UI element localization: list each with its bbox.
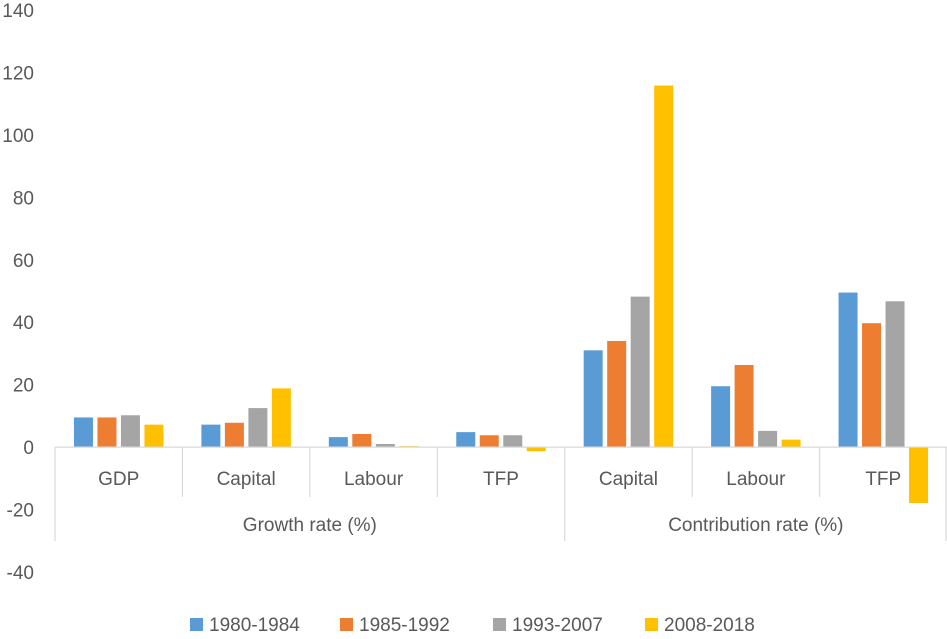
bar-2008-2018-tfp [909,447,929,503]
legend-swatch [190,618,203,631]
category-label: GDP [98,469,139,490]
legend: 1980-1984 1985-1992 1993-2007 2008-2018 [190,615,755,636]
bar-1993-2007-capital [630,296,650,448]
y-tick-label: -20 [7,501,34,522]
y-axis-tick-labels: 140 120 100 80 60 40 20 0 -20 -40 [2,1,34,584]
category-label: Capital [599,469,658,490]
bar-2008-2018-capital [271,388,291,448]
bar-1993-2007-tfp [503,435,523,448]
legend-label: 2008-2018 [664,615,755,636]
group-labels: Growth rate (%) Contribution rate (%) [243,515,844,536]
bar-1980-1984-capital [583,350,603,448]
y-tick-label: 120 [2,63,34,84]
group-label: Contribution rate (%) [668,515,843,536]
legend-label: 1993-2007 [512,615,603,636]
bar-1985-1992-labour [352,434,372,448]
bar-1980-1984-capital [201,424,221,448]
bar-1985-1992-capital [607,340,627,448]
category-labels: GDP Capital Labour TFP Capital Labour TFP [98,469,901,490]
bar-2008-2018-labour [781,439,801,448]
y-tick-label: 40 [13,313,34,334]
y-tick-label: -40 [7,563,34,584]
y-tick-label: 60 [13,251,34,272]
y-tick-label: 80 [13,188,34,209]
bar-2008-2018-tfp [526,447,546,452]
bar-1993-2007-labour [758,430,778,448]
bar-1993-2007-labour [375,443,395,448]
y-tick-label: 0 [23,438,34,459]
category-label: Labour [344,469,404,490]
category-label: Labour [726,469,786,490]
y-tick-label: 20 [13,376,34,397]
bar-1993-2007-gdp [120,415,140,448]
bar-1980-1984-gdp [73,417,93,448]
bar-1980-1984-tfp [456,432,476,448]
bar-2008-2018-gdp [144,424,164,448]
y-tick-label: 100 [2,126,34,147]
bar-1993-2007-tfp [885,301,905,448]
legend-swatch [493,618,506,631]
bar-1985-1992-gdp [97,417,117,448]
bars [73,85,929,503]
bar-1985-1992-labour [734,365,754,448]
legend-swatch [340,618,353,631]
bar-1980-1984-labour [711,386,731,448]
legend-label: 1980-1984 [209,615,300,636]
bar-1985-1992-tfp [862,323,882,448]
category-label: Capital [217,469,276,490]
bar-1980-1984-tfp [838,292,858,448]
legend-label: 1985-1992 [359,615,450,636]
bar-1985-1992-capital [224,422,244,448]
category-label: TFP [865,469,901,490]
group-label: Growth rate (%) [243,515,377,536]
bar-1985-1992-tfp [479,435,499,448]
bar-1980-1984-labour [328,437,348,448]
legend-swatch [645,618,658,631]
category-label: TFP [483,469,519,490]
category-axis [54,446,947,541]
bar-1993-2007-capital [248,408,268,448]
y-tick-label: 140 [2,1,34,22]
bar-2008-2018-capital [654,85,674,448]
